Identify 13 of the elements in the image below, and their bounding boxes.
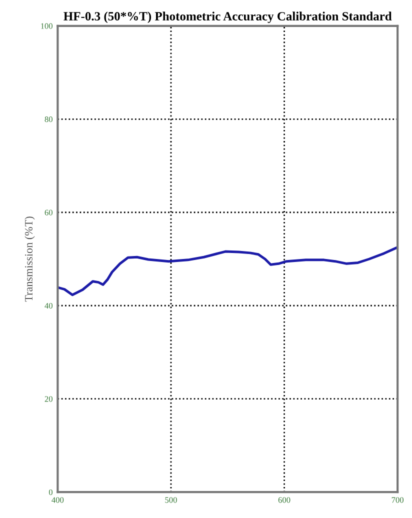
y-tick-label: 40 [44,302,52,309]
y-tick-label: 100 [41,23,52,29]
y-axis-title: Transmission (%T) [24,216,35,302]
x-tick-label: 500 [165,497,177,503]
x-tick-label: 700 [392,497,404,503]
y-tick-label: 80 [44,116,52,122]
x-tick-label: 400 [52,497,64,503]
x-tick-label: 600 [278,497,290,503]
y-tick-label: 0 [48,489,52,496]
chart-title: HF-0.3 (50*%T) Photometric Accuracy Calibration Standard [64,12,392,24]
y-tick-label: 20 [44,396,52,402]
y-tick-label: 60 [44,210,52,216]
line-series [58,246,398,296]
